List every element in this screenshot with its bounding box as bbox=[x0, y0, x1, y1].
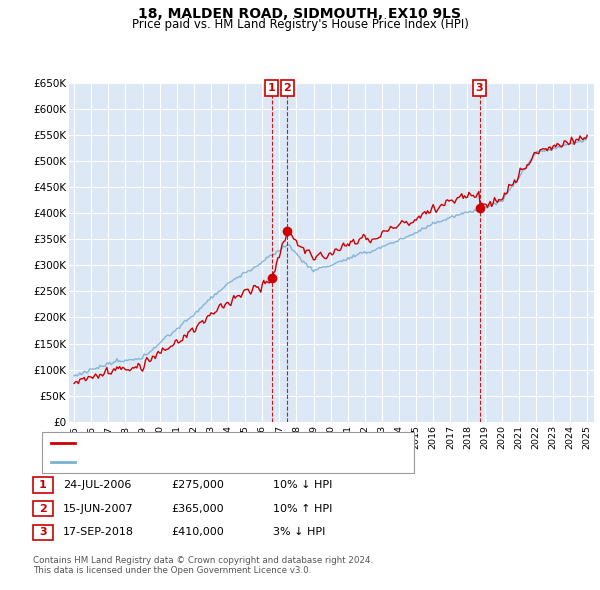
Text: 1: 1 bbox=[268, 83, 275, 93]
Text: 10% ↑ HPI: 10% ↑ HPI bbox=[273, 504, 332, 513]
Text: 24-JUL-2006: 24-JUL-2006 bbox=[63, 480, 131, 490]
Text: 3: 3 bbox=[39, 527, 47, 537]
Text: 10% ↓ HPI: 10% ↓ HPI bbox=[273, 480, 332, 490]
Text: 15-JUN-2007: 15-JUN-2007 bbox=[63, 504, 134, 513]
Text: Price paid vs. HM Land Registry's House Price Index (HPI): Price paid vs. HM Land Registry's House … bbox=[131, 18, 469, 31]
Text: £410,000: £410,000 bbox=[171, 527, 224, 537]
Text: £275,000: £275,000 bbox=[171, 480, 224, 490]
Text: 3: 3 bbox=[476, 83, 484, 93]
Text: 3% ↓ HPI: 3% ↓ HPI bbox=[273, 527, 325, 537]
Text: 1: 1 bbox=[39, 480, 47, 490]
Text: 18, MALDEN ROAD, SIDMOUTH, EX10 9LS (detached house): 18, MALDEN ROAD, SIDMOUTH, EX10 9LS (det… bbox=[81, 438, 379, 448]
Text: 2: 2 bbox=[39, 504, 47, 513]
Text: HPI: Average price, detached house, East Devon: HPI: Average price, detached house, East… bbox=[81, 457, 322, 467]
Text: Contains HM Land Registry data © Crown copyright and database right 2024.
This d: Contains HM Land Registry data © Crown c… bbox=[33, 556, 373, 575]
Text: £365,000: £365,000 bbox=[171, 504, 224, 513]
Text: 2: 2 bbox=[283, 83, 291, 93]
Text: 17-SEP-2018: 17-SEP-2018 bbox=[63, 527, 134, 537]
Text: 18, MALDEN ROAD, SIDMOUTH, EX10 9LS: 18, MALDEN ROAD, SIDMOUTH, EX10 9LS bbox=[139, 7, 461, 21]
